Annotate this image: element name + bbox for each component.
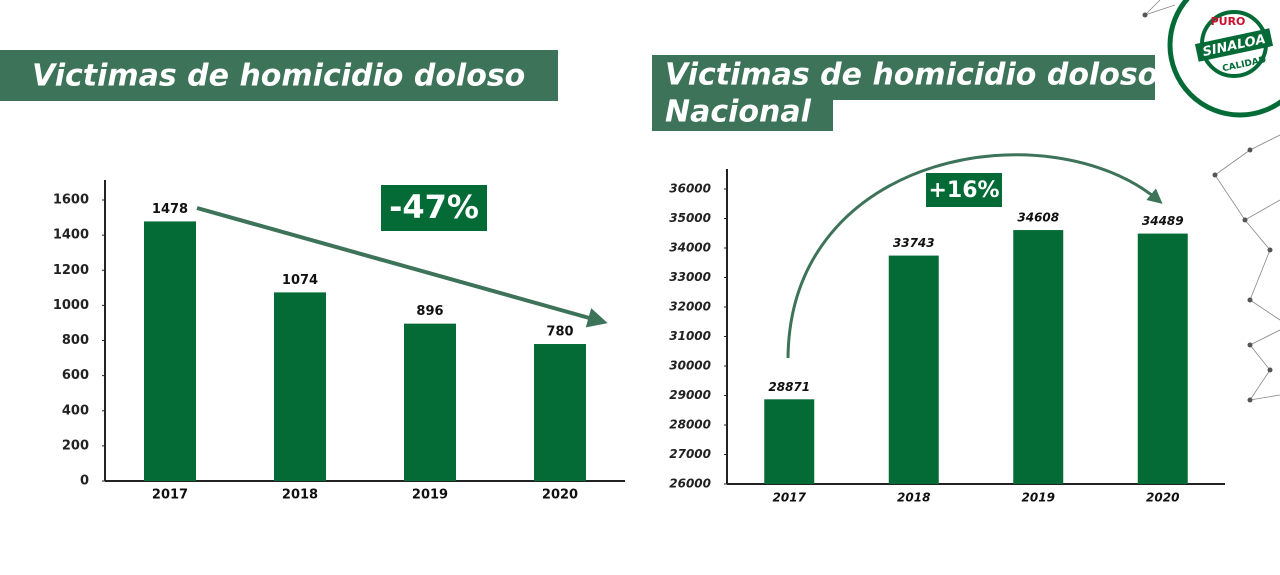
chart-title: Victimas de homicidio doloso [665, 58, 1158, 93]
y-tick-label: 33000 [669, 270, 711, 284]
bar [888, 255, 939, 484]
annotation: +16% [928, 178, 999, 203]
x-tick-label: 2017 [152, 488, 188, 503]
y-tick-label: 1600 [53, 193, 89, 208]
bar [1013, 230, 1064, 484]
y-tick-label: 26000 [669, 477, 711, 491]
title-box [652, 55, 1155, 100]
x-tick-label: 2019 [412, 488, 448, 503]
annotation-box [381, 185, 487, 231]
trend-arrow [196, 206, 608, 328]
bar [764, 399, 815, 484]
y-tick-label: 34000 [669, 241, 711, 255]
y-tick-label: 800 [62, 333, 89, 348]
y-tick-label: 1000 [53, 298, 89, 313]
y-tick-label: 1200 [53, 263, 89, 278]
x-tick-label: 2020 [542, 488, 578, 503]
x-tick-label: 2017 [773, 491, 807, 505]
value-label: 1074 [282, 273, 318, 288]
subtitle-box [652, 99, 833, 131]
y-tick-label: 27000 [669, 447, 711, 461]
x-tick-label: 2018 [897, 491, 930, 505]
title-box [0, 50, 558, 101]
y-tick-label: 28000 [669, 418, 711, 432]
trend-arrow [786, 153, 1163, 359]
chart-subtitle: Nacional [665, 95, 812, 130]
decoration-nodes [1142, 12, 1273, 403]
y-tick-label: 0 [80, 474, 89, 489]
logo: PURO SINALOA CALIDAD [1167, 0, 1280, 118]
x-tick-label: 2020 [1146, 491, 1179, 505]
bar [404, 323, 456, 481]
bar [144, 221, 196, 481]
y-tick-label: 31000 [669, 329, 711, 343]
y-tick-label: 600 [62, 368, 89, 383]
value-label: 34489 [1142, 214, 1184, 228]
x-tick-label: 2019 [1022, 491, 1055, 505]
annotation-box [926, 173, 1002, 207]
value-label: 1478 [152, 202, 188, 217]
bar [534, 344, 586, 481]
y-tick-label: 200 [62, 438, 89, 453]
chart-title: Victimas de homicidio doloso [32, 59, 525, 94]
y-tick-label: 400 [62, 403, 89, 418]
annotation: -47% [389, 188, 479, 226]
logo-top: PURO [1211, 15, 1246, 28]
y-tick-label: 30000 [669, 359, 711, 373]
value-label: 34608 [1017, 211, 1059, 225]
value-label: 896 [416, 304, 443, 319]
x-tick-label: 2018 [282, 488, 318, 503]
y-tick-label: 29000 [669, 388, 711, 402]
y-tick-label: 36000 [669, 182, 711, 196]
y-tick-label: 35000 [669, 211, 711, 225]
bar [274, 292, 326, 481]
bar [1137, 233, 1188, 484]
value-label: 33743 [893, 236, 935, 250]
y-tick-label: 1400 [53, 228, 89, 243]
value-label: 28871 [768, 380, 810, 394]
y-tick-label: 32000 [669, 300, 711, 314]
value-label: 780 [546, 325, 573, 340]
